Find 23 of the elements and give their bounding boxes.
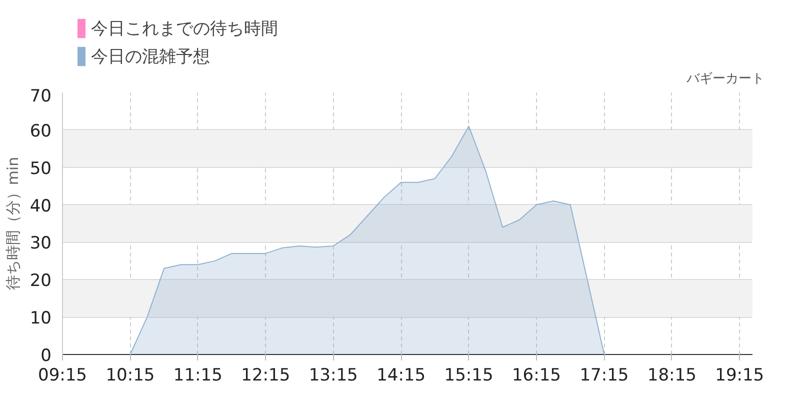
x-tick-label: 11:15 bbox=[173, 366, 222, 386]
x-tick-label: 14:15 bbox=[376, 366, 426, 386]
y-tick-label: 40 bbox=[30, 196, 52, 216]
x-tick-label: 15:15 bbox=[444, 366, 494, 386]
x-tick-label: 13:15 bbox=[308, 366, 358, 386]
y-tick-label: 60 bbox=[30, 121, 52, 142]
x-tick-label: 17:15 bbox=[580, 366, 629, 386]
x-tick-label: 16:15 bbox=[512, 366, 561, 386]
x-tick-label: 10:15 bbox=[106, 366, 155, 386]
y-tick-label: 20 bbox=[30, 271, 52, 292]
y-tick-label: 70 bbox=[30, 86, 52, 106]
x-tick-label: 18:15 bbox=[647, 366, 696, 386]
y-tick-label: 0 bbox=[40, 346, 52, 366]
x-tick-label: 19:15 bbox=[715, 366, 764, 386]
legend-label: 今日これまでの待ち時間 bbox=[91, 18, 278, 40]
y-tick-label: 10 bbox=[30, 308, 52, 329]
legend-label: 今日の混雑予想 bbox=[91, 46, 210, 68]
y-axis-title: 待ち時間（分）min bbox=[4, 156, 22, 290]
y-tick-label: 50 bbox=[30, 158, 52, 179]
x-tick-label: 12:15 bbox=[241, 366, 290, 386]
chart-subtitle: バギーカート bbox=[686, 72, 764, 87]
x-tick-label: 09:15 bbox=[38, 366, 88, 386]
y-tick-label: 30 bbox=[30, 234, 52, 254]
